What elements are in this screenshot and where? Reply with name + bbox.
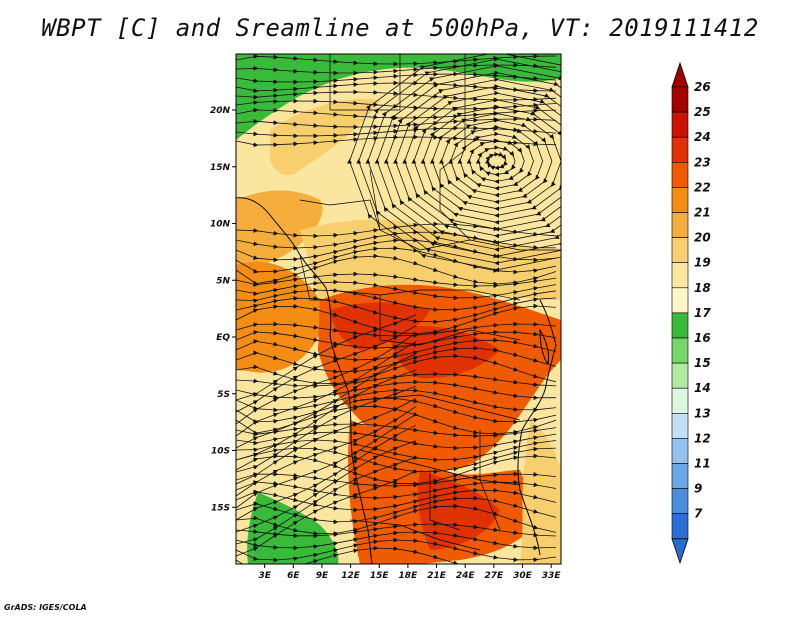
colorbar-label: 21 <box>694 206 711 220</box>
colorbar-swatch <box>671 136 689 163</box>
colorbar-label: 17 <box>694 306 711 320</box>
lon-tick-label: 6E <box>287 571 300 581</box>
colorbar-swatch <box>671 362 689 389</box>
colorbar-label: 16 <box>694 331 711 345</box>
streamline <box>347 54 561 273</box>
lon-tick-label: 15E <box>370 571 390 581</box>
colorbar-swatch <box>671 86 689 113</box>
colorbar: 26 25 24 23 22 21 20 19 18 17 16 15 14 13 12 11 9 7 <box>671 61 711 565</box>
lon-tick-label: 18E <box>399 571 419 581</box>
colorbar-swatch <box>671 337 689 364</box>
colorbar-swatch <box>671 162 689 188</box>
colorbar-label: 22 <box>694 180 711 194</box>
colorbar-label: 15 <box>694 356 711 370</box>
streamline <box>236 62 557 76</box>
colorbar-label: 23 <box>694 155 711 169</box>
colorbar-top-arrow <box>671 61 689 88</box>
map-title: WBPT [C] and Sreamline at 500hPa, VT: 20… <box>41 14 759 42</box>
lat-tick-label: 10S <box>211 447 230 457</box>
colorbar-swatch <box>671 212 689 238</box>
lon-tick-label: 12E <box>341 571 361 581</box>
colorbar-label: 7 <box>694 507 703 521</box>
streamline <box>236 98 557 112</box>
colorbar-label: 9 <box>694 482 702 496</box>
map-panel <box>236 54 561 564</box>
streamline <box>236 134 557 148</box>
colorbar-label: 26 <box>694 80 711 94</box>
latitude-axis: 20N 15N 10N 5N EQ 5S 10S 15S <box>210 106 236 513</box>
colorbar-label: 24 <box>694 130 711 144</box>
colorbar-swatch <box>671 488 689 515</box>
colorbar-label: 19 <box>694 256 711 270</box>
colorbar-swatch <box>671 111 689 138</box>
colorbar-swatch <box>671 412 689 439</box>
credit-text: GrADS: IGES/COLA <box>4 603 87 612</box>
colorbar-label: 13 <box>694 406 711 420</box>
colorbar-label: 11 <box>694 457 711 471</box>
colorbar-swatch <box>671 463 689 489</box>
lat-tick-label: 15S <box>211 503 230 513</box>
colorbar-swatch <box>671 187 689 213</box>
lon-tick-label: 3E <box>258 571 271 581</box>
lat-tick-label: 10N <box>210 220 231 230</box>
lat-tick-label: 20N <box>210 106 231 116</box>
lon-tick-label: 33E <box>542 571 562 581</box>
map-frame <box>235 53 562 565</box>
colorbar-swatch <box>671 312 689 339</box>
lon-tick-label: 27E <box>485 571 505 581</box>
streamline <box>236 80 557 94</box>
colorbar-swatch <box>671 237 689 264</box>
colorbar-label: 20 <box>694 231 711 245</box>
colorbar-label: 25 <box>694 105 711 119</box>
lon-tick-label: 30E <box>513 571 533 581</box>
lat-tick-label: 5N <box>216 276 230 286</box>
colorbar-swatch <box>671 387 689 414</box>
colorbar-label: 18 <box>694 281 711 295</box>
colorbar-swatch <box>671 287 689 314</box>
longitude-axis: 3E 6E 9E 12E 15E 18E 21E 24E 27E 30E 33E <box>258 564 561 581</box>
colorbar-label: 14 <box>694 381 711 395</box>
colorbar-bottom-arrow <box>671 538 689 565</box>
streamlines <box>236 54 561 564</box>
colorbar-label: 12 <box>694 431 711 445</box>
lat-tick-label: 15N <box>210 163 231 173</box>
colorbar-swatch <box>671 438 689 464</box>
streamline <box>236 470 417 557</box>
lon-tick-label: 24E <box>456 571 476 581</box>
lat-tick-label: EQ <box>216 333 230 343</box>
lon-tick-label: 9E <box>316 571 329 581</box>
lon-tick-label: 21E <box>427 571 447 581</box>
lat-tick-label: 5S <box>217 390 230 400</box>
colorbar-swatch <box>671 262 689 289</box>
colorbar-swatch <box>671 513 689 540</box>
